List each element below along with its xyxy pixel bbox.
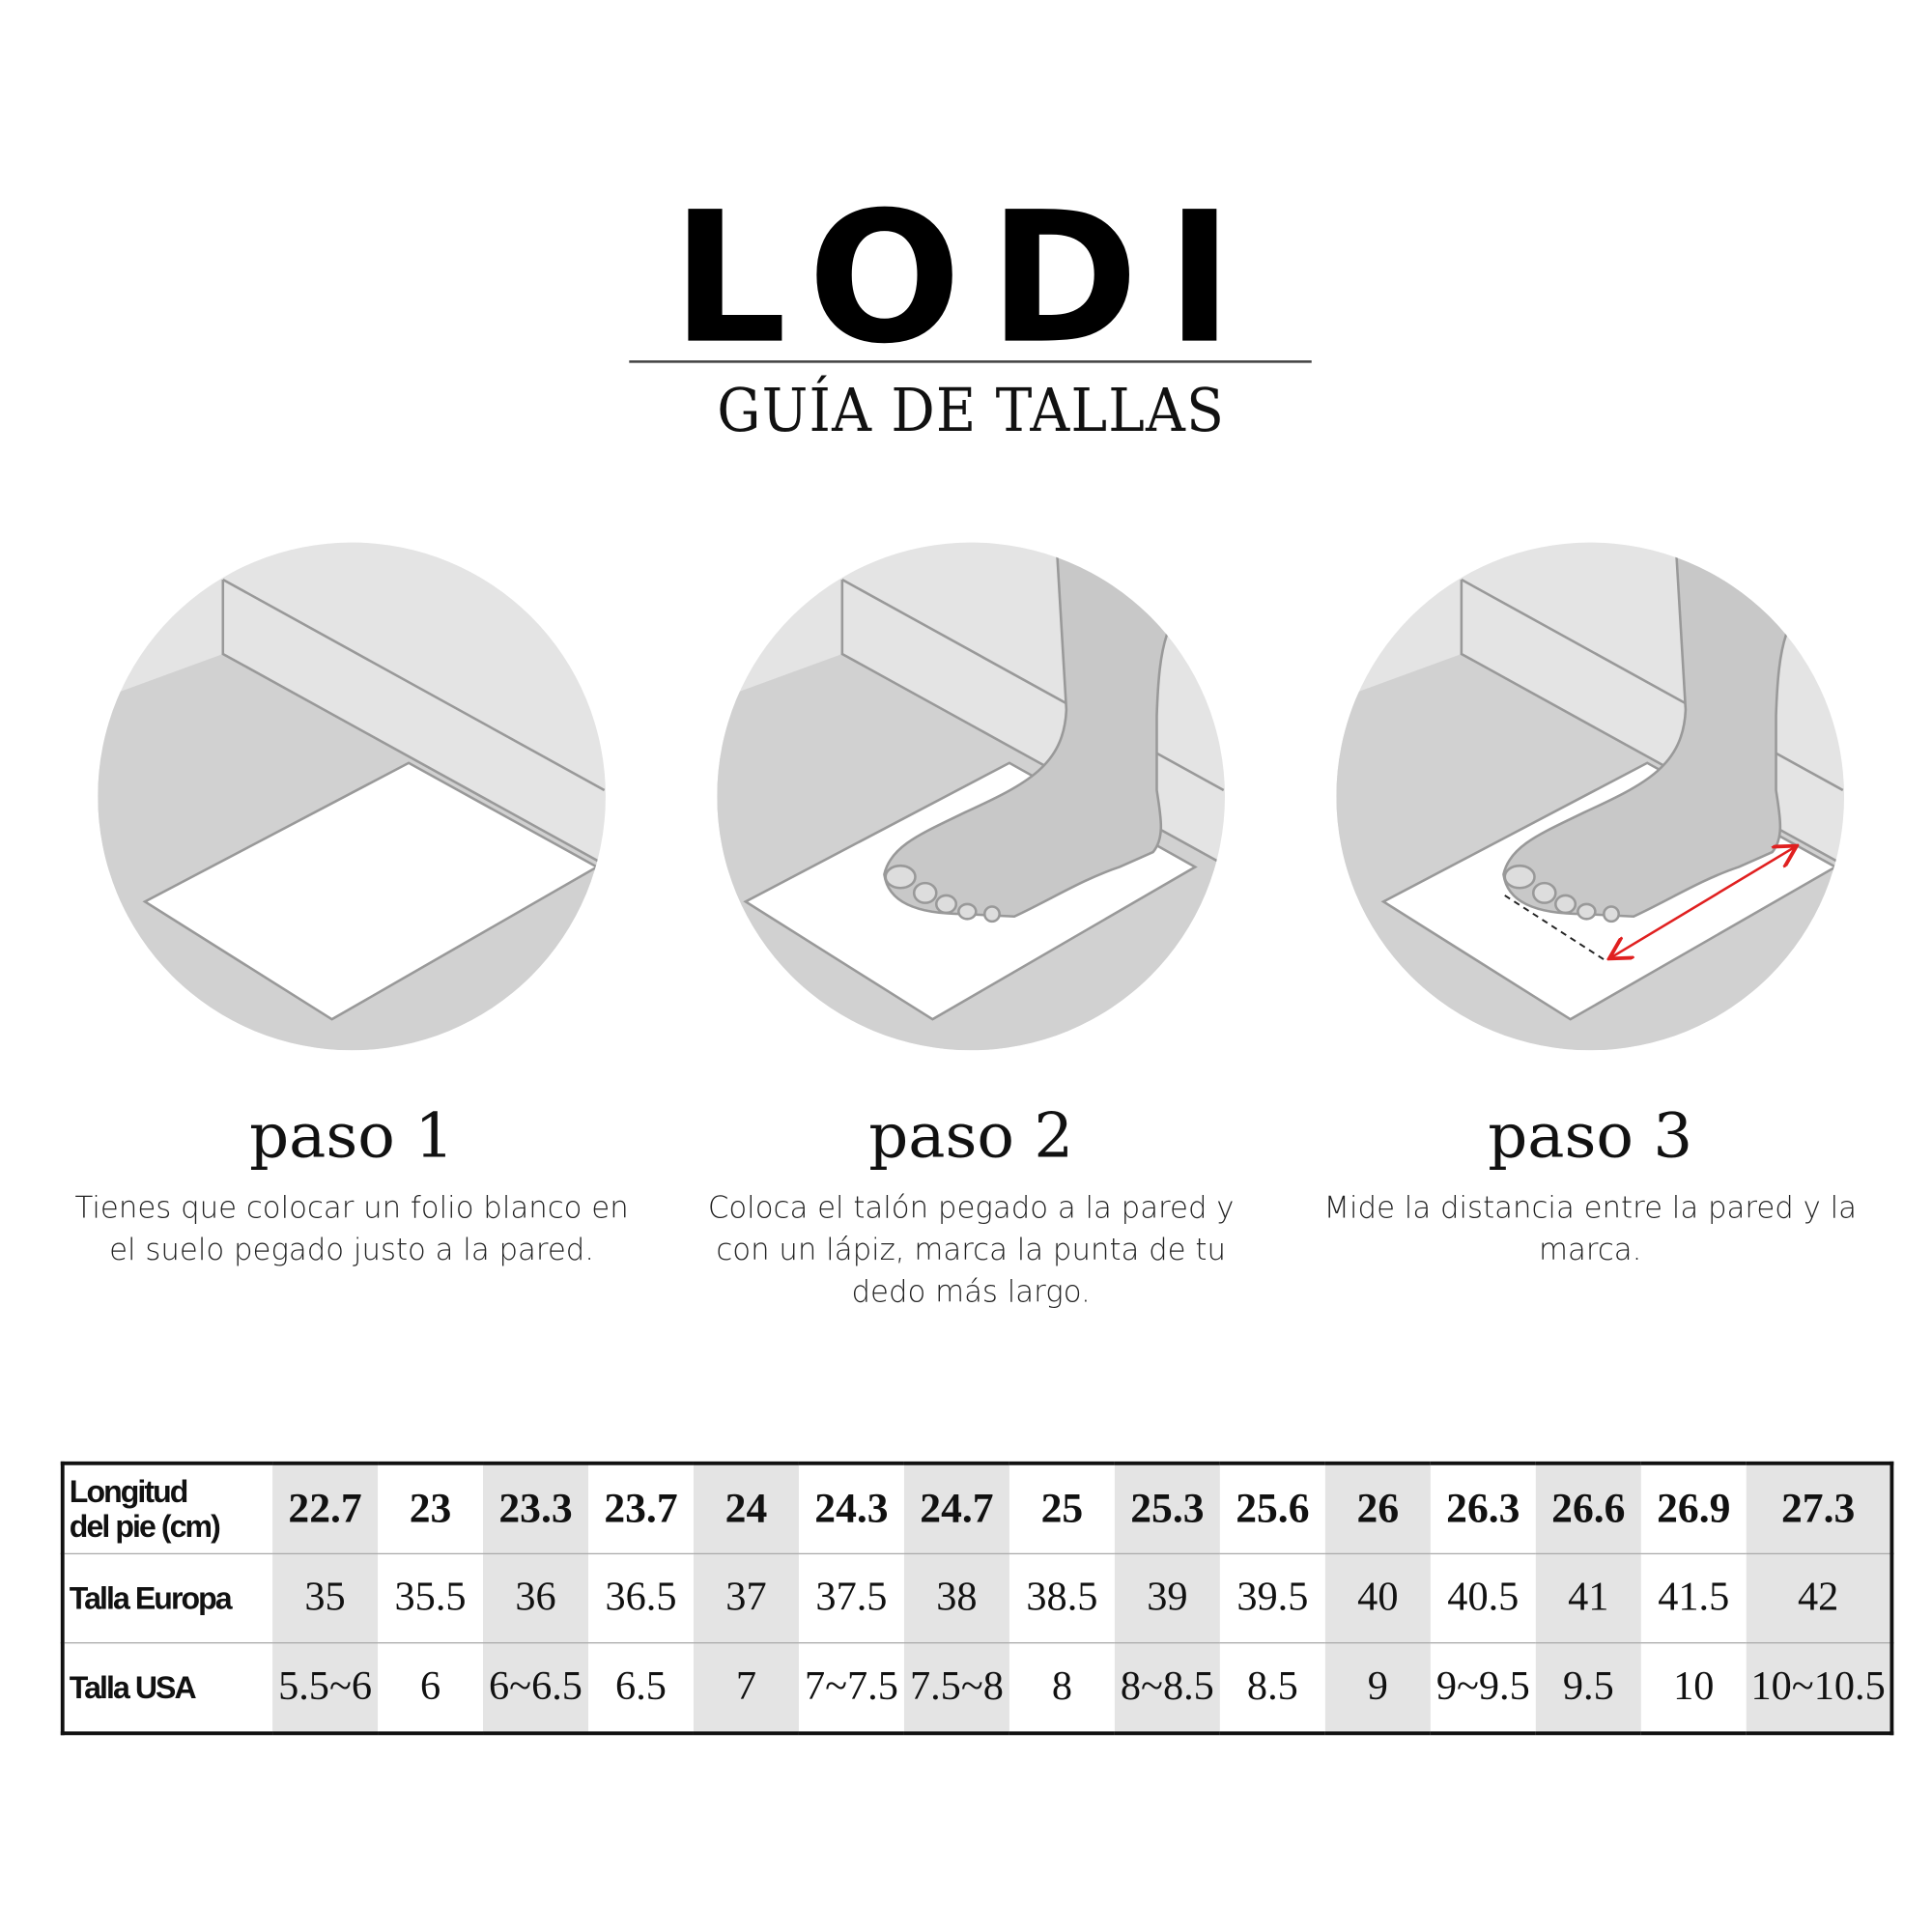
table-cell: 6~6.5 <box>483 1642 588 1734</box>
row-label: Talla USA <box>62 1642 273 1734</box>
table-cell: 26.9 <box>1657 1485 1731 1532</box>
row-label: Talla Europa <box>62 1552 273 1643</box>
step-3-illustration <box>1336 542 1845 1051</box>
table-cell: 41.5 <box>1640 1552 1747 1643</box>
table-cell: 39 <box>1114 1552 1220 1643</box>
table-cell: 10 <box>1640 1642 1747 1734</box>
measure-arrow-icon <box>1611 847 1795 957</box>
table-cell: 10~10.5 <box>1746 1642 1892 1734</box>
table-cell: 40 <box>1324 1552 1431 1643</box>
table-cell: 24.7 <box>903 1463 1009 1554</box>
table-cell: 37 <box>693 1552 799 1643</box>
step-2-description: Coloca el talón pegado a la pared y con … <box>707 1190 1235 1310</box>
table-cell: 6 <box>378 1642 484 1734</box>
table-cell: 9 <box>1324 1642 1431 1734</box>
table-cell: 39.5 <box>1219 1552 1325 1643</box>
table-cell: 38 <box>903 1552 1009 1643</box>
table-cell: 9~9.5 <box>1430 1642 1536 1734</box>
table-cell: 26.6 <box>1535 1463 1641 1554</box>
step-1-description: Tienes que colocar un folio blanco en el… <box>74 1190 629 1267</box>
table-cell: 26.3 <box>1446 1485 1520 1532</box>
table-cell: 42 <box>1746 1552 1892 1643</box>
title-divider <box>629 360 1312 363</box>
table-cell: 7.5~8 <box>903 1642 1009 1734</box>
table-cell: 36 <box>483 1552 588 1643</box>
step-1-title: paso 1 <box>249 1099 455 1172</box>
step-2-illustration <box>717 542 1225 1051</box>
row-label: Longitud del pie (cm) <box>69 1474 221 1545</box>
table-cell: 25.3 <box>1114 1463 1220 1554</box>
usa-size-row: Talla USA 5.5~6 6 6~6.5 6.5 7 7~7.5 7.5~8 8 8~8.5… <box>62 1642 1892 1734</box>
table-cell: 40.5 <box>1430 1552 1536 1643</box>
table-cell: 41 <box>1535 1552 1641 1643</box>
table-cell: 8 <box>1009 1642 1115 1734</box>
eu-size-row: Talla Europa 35 35.5 36 36.5 37 37.5 38 38.5 39 39… <box>62 1552 1892 1643</box>
table-cell: 23 <box>409 1485 452 1532</box>
table-cell: 23.7 <box>604 1485 678 1532</box>
table-cell: 37.5 <box>798 1552 904 1643</box>
brand-logo: LODI <box>671 173 1261 384</box>
table-cell: 26 <box>1324 1463 1431 1554</box>
table-cell: 7 <box>693 1642 799 1734</box>
step-2-title: paso 2 <box>868 1099 1074 1172</box>
mark-line <box>1504 895 1607 962</box>
table-cell: 7~7.5 <box>798 1642 904 1734</box>
table-cell: 27.3 <box>1746 1463 1892 1554</box>
table-cell: 8~8.5 <box>1114 1642 1220 1734</box>
table-cell: 35.5 <box>378 1552 484 1643</box>
table-cell: 38.5 <box>1009 1552 1115 1643</box>
table-cell: 25 <box>1040 1485 1084 1532</box>
table-cell: 5.5~6 <box>272 1642 379 1734</box>
table-cell: 25.6 <box>1236 1485 1310 1532</box>
table-cell: 23.3 <box>483 1463 588 1554</box>
table-cell: 24.3 <box>814 1485 889 1532</box>
table-cell: 24 <box>693 1463 799 1554</box>
table-cell: 6.5 <box>587 1642 694 1734</box>
table-cell: 22.7 <box>272 1463 379 1554</box>
step-3-title: paso 3 <box>1488 1099 1693 1172</box>
size-table: Longitud del pie (cm) 22.7 23 23.3 23.7 24 24.3… <box>60 1461 1894 1736</box>
table-cell: 35 <box>272 1552 379 1643</box>
page-title: GUÍA DE TALLAS <box>717 376 1226 446</box>
step-1-illustration <box>98 542 606 1051</box>
table-cell: 36.5 <box>587 1552 694 1643</box>
foot-length-row: Longitud del pie (cm) 22.7 23 23.3 23.7 24 24.3… <box>63 1463 1892 1554</box>
table-cell: 9.5 <box>1535 1642 1641 1734</box>
step-3-description: Mide la distancia entre la pared y la ma… <box>1323 1190 1857 1267</box>
table-cell: 8.5 <box>1219 1642 1325 1734</box>
